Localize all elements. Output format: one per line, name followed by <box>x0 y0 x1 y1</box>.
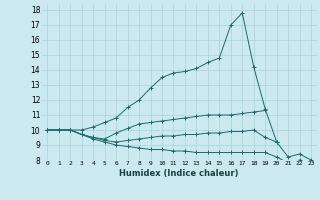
X-axis label: Humidex (Indice chaleur): Humidex (Indice chaleur) <box>119 169 239 178</box>
